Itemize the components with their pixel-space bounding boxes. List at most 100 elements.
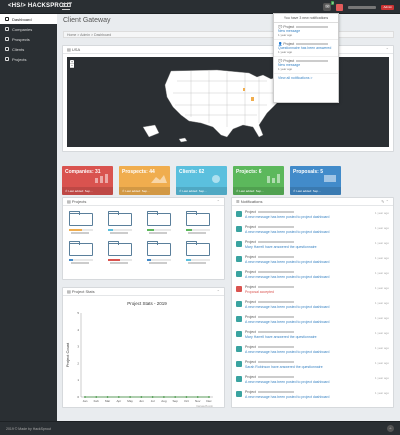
notification-item[interactable]: Project Sarah Robinson have answered the …: [236, 360, 389, 371]
notification-project: Project: [245, 240, 294, 244]
notification-item[interactable]: Project Mary Harrell have answered the qu…: [236, 330, 389, 341]
panel-tools-icon[interactable]: ✎ ⌃: [381, 199, 389, 204]
stat-card-prospects[interactable]: Prospects: 44 ⏱ Last added: Sep...: [119, 166, 170, 195]
message-icon: [236, 391, 242, 397]
notification-message: A new message has been posted to project…: [245, 380, 330, 384]
project-item[interactable]: [184, 211, 214, 235]
data-point: [106, 396, 109, 398]
notification-item[interactable]: Project A new message has been posted to …: [236, 375, 389, 386]
project-item[interactable]: [106, 241, 136, 265]
notification-item[interactable]: Project A new message has been posted to …: [236, 210, 389, 221]
notification-project-label: Project: [245, 300, 256, 304]
notification-item[interactable]: Project A new message has been posted to …: [236, 255, 389, 266]
notification-project: Project: [245, 285, 294, 289]
zoom-out-button[interactable]: −: [70, 63, 74, 68]
stat-footer-text: Last added: Sep...: [125, 189, 150, 193]
notification-time: 1 year ago: [374, 286, 389, 290]
notification-item[interactable]: Project A new message has been posted to …: [236, 390, 389, 401]
project-name: [188, 232, 206, 234]
project-item[interactable]: [106, 211, 136, 235]
sidebar-item-dashboard[interactable]: Dashboard: [0, 14, 57, 24]
sidebar-item-projects[interactable]: Projects: [0, 54, 57, 64]
notification-item[interactable]: Project A new message has been posted to …: [236, 225, 389, 236]
stat-footer-text: Last added: Sep...: [296, 189, 321, 193]
view-all-notifications-link[interactable]: View all notifications >: [278, 76, 313, 80]
stat-label: Projects: 6: [236, 169, 262, 175]
stat-footer-text: Last added: Sep...: [68, 189, 93, 193]
notification-project: Project: [245, 315, 294, 319]
project-item[interactable]: [67, 241, 97, 265]
message-icon: [236, 346, 242, 352]
brand-logo[interactable]: <HS/> HACKSPROUT: [8, 3, 73, 9]
stat-card-companies[interactable]: Companies: 31 ⏱ Last added: Sep...: [62, 166, 113, 195]
stat-card-proposals[interactable]: Proposals: 5 ⏱ Last added: Sep...: [290, 166, 341, 195]
dropdown-project-label: Project: [283, 42, 295, 46]
stat-card-projects[interactable]: Projects: 6 ⏱ Last added: Sep...: [233, 166, 284, 195]
project-item[interactable]: [145, 241, 175, 265]
project-item[interactable]: [184, 241, 214, 265]
dropdown-item-project: 💬 Project: [278, 59, 334, 63]
notification-message: A new message has been posted to project…: [245, 260, 330, 264]
zoom-in-button[interactable]: +: [70, 59, 74, 64]
building-icon: [5, 27, 9, 31]
project-name: [188, 262, 206, 264]
user-name[interactable]: [348, 5, 377, 9]
dropdown-item[interactable]: 💬 Project New message 1 year ago: [274, 23, 338, 40]
stat-footer: ⏱ Last added: Sep...: [176, 187, 227, 195]
breadcrumb[interactable]: Home > Admin > Dashboard: [63, 31, 394, 38]
notification-project: Project: [245, 390, 294, 394]
sidebar-item-companies[interactable]: Companies: [0, 24, 57, 34]
notification-project: Project: [245, 270, 294, 274]
folder-icon: [108, 211, 132, 226]
notification-item[interactable]: Project A new message has been posted to …: [236, 345, 389, 356]
notification-item[interactable]: Project A new message has been posted to …: [236, 270, 389, 281]
project-progress-bar: [69, 229, 93, 231]
notification-time: 1 year ago: [374, 241, 389, 245]
x-tick-label: Oct: [184, 399, 189, 403]
x-tick-label: Apr: [116, 399, 121, 403]
project-item[interactable]: [145, 211, 175, 235]
bar-chart-icon: [95, 174, 108, 183]
notification-time: 1 year ago: [374, 226, 389, 230]
avatar[interactable]: [336, 3, 344, 11]
panel-title: Notifications: [240, 199, 263, 204]
stat-label: Companies: 31: [65, 169, 101, 175]
project-item[interactable]: [67, 211, 97, 235]
collapse-icon[interactable]: ⌃: [216, 199, 220, 204]
notification-item[interactable]: Project Proposal accepted 1 year ago: [236, 285, 389, 296]
sidebar-item-prospects[interactable]: Prospects: [0, 34, 57, 44]
usa-map-shape: [142, 69, 282, 143]
x-tick-label: Feb: [94, 399, 100, 403]
notification-time: 1 year ago: [374, 256, 389, 260]
notification-message: Sarah Robinson have answered the questio…: [245, 365, 323, 369]
stat-card-clients[interactable]: Clients: 62 ⏱ Last added: Sep...: [176, 166, 227, 195]
sidebar-item-clients[interactable]: Clients: [0, 44, 57, 54]
notification-item[interactable]: Project A new message has been posted to …: [236, 315, 389, 326]
collapse-icon[interactable]: ⌃: [385, 47, 389, 52]
footer: 2019 © Made by HackSprout ^: [0, 421, 400, 435]
collapse-icon[interactable]: ⌃: [216, 289, 220, 294]
project-progress-fill: [108, 229, 113, 231]
usa-map[interactable]: + −: [67, 57, 389, 147]
sidebar-item-label: Prospects: [12, 36, 30, 42]
data-point: [140, 396, 143, 398]
dropdown-item-message: Questionnaire has been answered: [278, 46, 332, 50]
dropdown-item-project: 👤 Project: [278, 42, 334, 46]
dropdown-item[interactable]: 💬 Project New message 1 year ago: [274, 57, 338, 74]
project-progress-bar: [108, 229, 132, 231]
notification-message: A new message has been posted to project…: [245, 230, 330, 234]
notification-message: Proposal accepted: [245, 290, 274, 294]
panel-title: Project Stats: [71, 289, 95, 294]
project-progress-bar: [147, 259, 171, 261]
notification-item[interactable]: Project Mary Harrell have answered the qu…: [236, 240, 389, 251]
notification-time: 1 year ago: [374, 316, 389, 320]
dropdown-project-label: Project: [283, 25, 295, 29]
dropdown-item[interactable]: 👤 Project Questionnaire has been answere…: [274, 40, 338, 57]
notification-item[interactable]: Project A new message has been posted to …: [236, 300, 389, 311]
bell-icon[interactable]: ✉ 3: [323, 1, 335, 11]
scroll-top-icon[interactable]: ^: [387, 425, 394, 432]
menu-toggle-icon[interactable]: [62, 3, 70, 10]
notification-project-label: Project: [245, 240, 256, 244]
stat-footer: ⏱ Last added: Sep...: [119, 187, 170, 195]
projects-panel: ▤ Projects ⌃: [62, 197, 225, 280]
